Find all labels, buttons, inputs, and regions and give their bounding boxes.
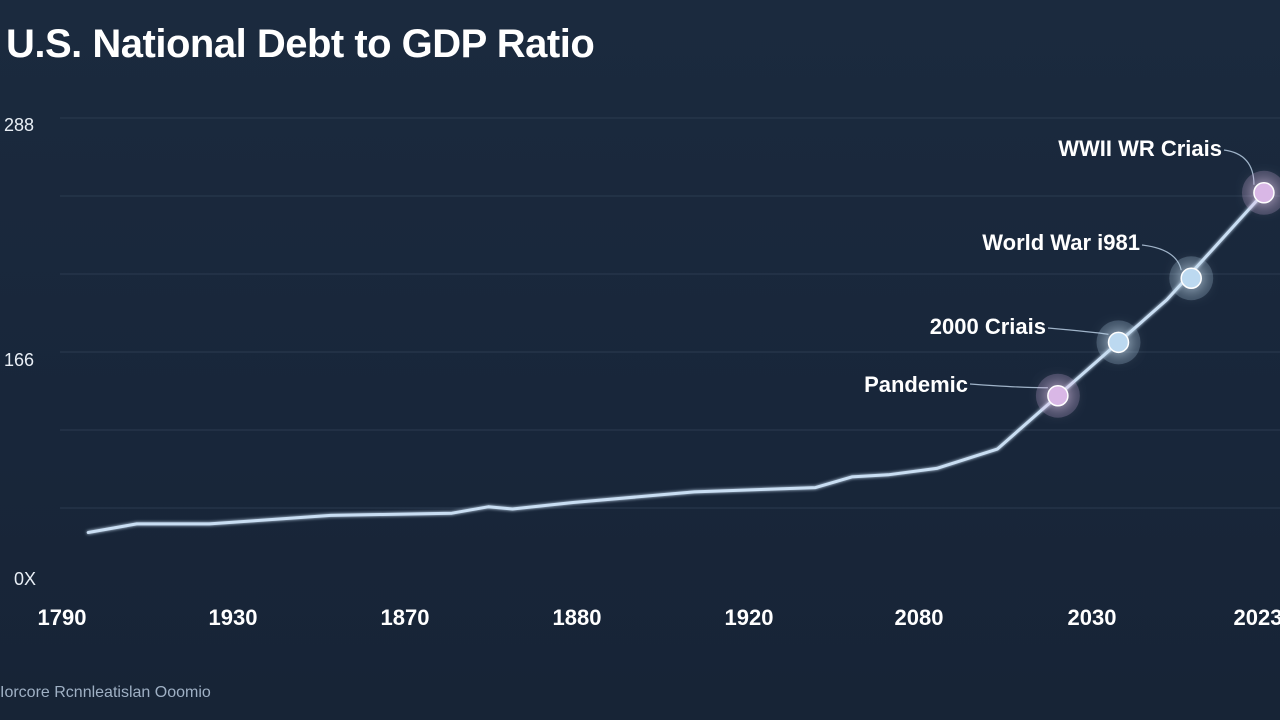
annotation-label: 2000 Criais [930,314,1046,339]
series-layer [86,191,1266,534]
annotations: Pandemic 2000 Criais World War i981 WWII WR… [864,136,1280,418]
annotation-label: World War i981 [982,230,1140,255]
annotation-marker [1253,182,1275,204]
annotation-label: WWII WR Criais [1058,136,1222,161]
gridlines [60,117,1280,509]
annotation-marker [1180,267,1202,289]
y-tick-label: 166 [4,350,34,370]
annotation-leader [1223,149,1255,185]
x-tick-label: 1930 [209,605,258,630]
y-tick-label: 288 [4,115,34,135]
x-tick-label: 1790 [38,605,87,630]
x-tick-label: 1880 [553,605,602,630]
annotation-marker [1047,384,1069,407]
x-axis-ticks: 1790 1930 1870 1880 1920 2080 2030 2023 [38,605,1280,630]
chart-footer: Iorcore Rcnnleatislan Ooomio [0,684,211,701]
annotation-marker [1107,331,1130,354]
annotation-leader [1047,327,1109,335]
annotation-leader [969,383,1048,389]
chart-title: U.S. National Debt to GDP Ratio [6,22,595,66]
x-tick-label: 2023 [1234,605,1280,630]
x-tick-label: 1870 [381,605,430,630]
annotation-label: Pandemic [864,372,968,397]
annotation-leader [1141,244,1182,271]
y-axis-ticks: 0X 166 288 [4,115,36,589]
x-tick-label: 1920 [725,605,774,630]
x-tick-label: 2080 [895,605,944,630]
y-tick-label: 0X [14,569,36,589]
series-line [86,191,1266,534]
x-tick-label: 2030 [1068,605,1117,630]
